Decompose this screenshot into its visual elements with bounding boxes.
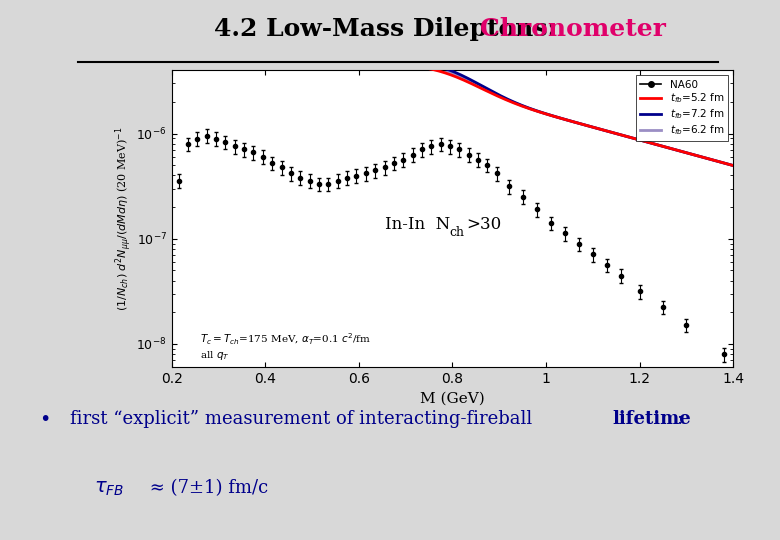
- Text: first “explicit” measurement of interacting-fireball: first “explicit” measurement of interact…: [70, 410, 538, 428]
- Line: $t_{fb}$=5.2 fm: $t_{fb}$=5.2 fm: [162, 0, 743, 168]
- $t_{fb}$=6.2 fm: [158, 0, 167, 6]
- $t_{fb}$=7.2 fm: [634, 137, 644, 143]
- Text: •: •: [39, 410, 51, 429]
- $t_{fb}$=5.2 fm: [438, 69, 447, 76]
- Text: all $q_T$: all $q_T$: [200, 349, 229, 362]
- Text: >30: >30: [466, 216, 502, 233]
- Text: $T_c=T_{ch}$=175 MeV, $\alpha_T$=0.1 $c^2$/fm: $T_c=T_{ch}$=175 MeV, $\alpha_T$=0.1 $c^…: [200, 332, 371, 347]
- Y-axis label: $(1/N_{ch})$ $d^2N_{\mu\mu}/(dM d\eta)$ (20 MeV)$^{-1}$: $(1/N_{ch})$ $d^2N_{\mu\mu}/(dM d\eta)$ …: [112, 126, 133, 311]
- $t_{fb}$=5.2 fm: [158, 0, 167, 6]
- $t_{fb}$=7.2 fm: [438, 64, 447, 71]
- Text: Chronometer: Chronometer: [480, 17, 666, 41]
- $t_{fb}$=6.2 fm: [504, 97, 513, 104]
- Text: 4.2 Low-Mass Dileptons:: 4.2 Low-Mass Dileptons:: [215, 17, 566, 41]
- X-axis label: M (GeV): M (GeV): [420, 392, 485, 406]
- $t_{fb}$=6.2 fm: [438, 66, 447, 73]
- Line: $t_{fb}$=7.2 fm: $t_{fb}$=7.2 fm: [162, 0, 743, 168]
- $t_{fb}$=6.2 fm: [725, 161, 735, 168]
- $t_{fb}$=7.2 fm: [473, 80, 482, 86]
- $t_{fb}$=5.2 fm: [473, 83, 482, 90]
- Text: ch: ch: [449, 226, 465, 239]
- $t_{fb}$=6.2 fm: [738, 165, 747, 171]
- $t_{fb}$=6.2 fm: [634, 137, 644, 143]
- $t_{fb}$=5.2 fm: [738, 165, 747, 171]
- $t_{fb}$=7.2 fm: [504, 97, 513, 103]
- $t_{fb}$=7.2 fm: [725, 161, 735, 168]
- $t_{fb}$=6.2 fm: [434, 65, 444, 72]
- $t_{fb}$=5.2 fm: [634, 137, 644, 143]
- $t_{fb}$=5.2 fm: [725, 161, 735, 168]
- $t_{fb}$=7.2 fm: [434, 63, 444, 70]
- $t_{fb}$=5.2 fm: [504, 98, 513, 104]
- Line: $t_{fb}$=6.2 fm: $t_{fb}$=6.2 fm: [162, 0, 743, 168]
- Text: $\tau_{FB}$: $\tau_{FB}$: [94, 480, 124, 498]
- Text: :: :: [676, 410, 682, 428]
- Text: In-In  N: In-In N: [385, 216, 450, 233]
- Text: ≈ (7±1) fm/c: ≈ (7±1) fm/c: [144, 480, 268, 497]
- Legend: NA60, $t_{fb}$=5.2 fm, $t_{fb}$=7.2 fm, $t_{fb}$=6.2 fm: NA60, $t_{fb}$=5.2 fm, $t_{fb}$=7.2 fm, …: [636, 76, 728, 141]
- $t_{fb}$=7.2 fm: [158, 0, 167, 6]
- $t_{fb}$=5.2 fm: [434, 68, 444, 75]
- Text: lifetime: lifetime: [612, 410, 691, 428]
- $t_{fb}$=7.2 fm: [738, 165, 747, 171]
- $t_{fb}$=6.2 fm: [473, 82, 482, 88]
